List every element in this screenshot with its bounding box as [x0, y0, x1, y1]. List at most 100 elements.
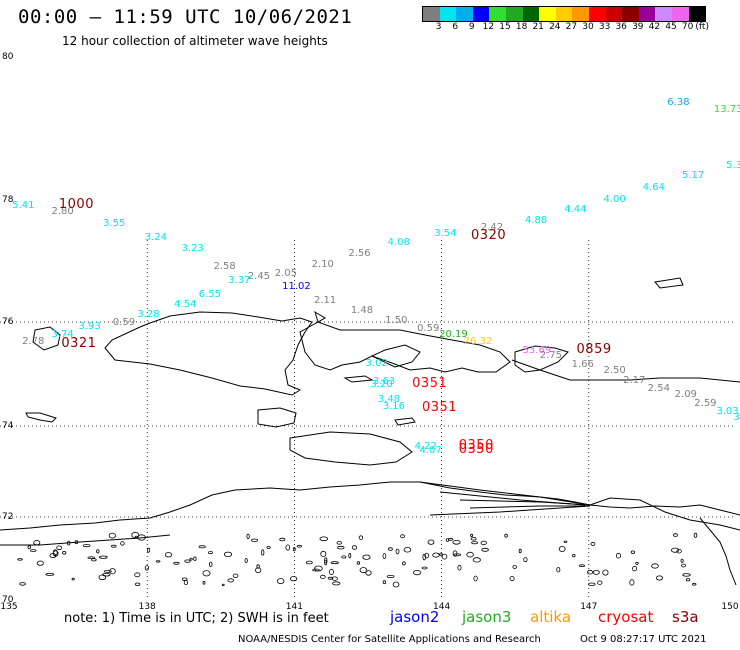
- east-coast-line: [699, 517, 737, 586]
- wave-height-value: 0.59: [417, 322, 440, 334]
- lake: [99, 555, 108, 559]
- wave-height-value: 4.07: [419, 444, 442, 456]
- lake: [671, 547, 680, 553]
- lake: [285, 544, 291, 551]
- legend-label: 70: [681, 22, 694, 32]
- legend-swatch: [605, 7, 623, 21]
- lake: [348, 553, 352, 559]
- pass-time-label: 0350: [458, 438, 494, 454]
- lake: [504, 533, 508, 538]
- lake: [109, 568, 116, 575]
- lake: [82, 544, 91, 548]
- footer-date: Oct 9 08:27:17 UTC 2021: [580, 634, 707, 645]
- lake: [387, 547, 393, 551]
- lon-label: 144: [433, 602, 451, 612]
- lake: [470, 533, 474, 538]
- wave-height-value: 2.09: [674, 388, 697, 400]
- satellite-s3a: s3a: [672, 608, 699, 626]
- lake: [630, 550, 636, 554]
- wave-height-value: 3.4: [733, 411, 740, 423]
- coastal-lakes: [17, 531, 698, 588]
- lake: [62, 550, 67, 555]
- legend-label: 9: [468, 22, 475, 32]
- lake: [330, 561, 339, 565]
- legend-label: 3: [435, 22, 442, 32]
- lake: [312, 568, 320, 572]
- lake: [523, 557, 528, 563]
- lake: [592, 570, 600, 575]
- lake: [432, 552, 440, 558]
- satellite-jason2: jason2: [390, 608, 440, 626]
- lake: [395, 548, 400, 555]
- lon-label: 138: [138, 602, 156, 612]
- wave-height-value: 6.55: [198, 288, 221, 300]
- wave-height-value: 3.54: [434, 227, 457, 239]
- lake: [629, 579, 635, 586]
- bay-line-4: [469, 505, 590, 509]
- wave-height-value: 2.05: [274, 267, 298, 279]
- lake: [588, 582, 596, 586]
- lake: [305, 560, 313, 565]
- legend-swatch: [688, 7, 706, 21]
- lat-label: 80: [2, 52, 14, 62]
- lake: [255, 567, 262, 573]
- satellite-jason3: jason3: [462, 608, 512, 626]
- legend-label: 18: [515, 22, 528, 32]
- lake: [602, 569, 609, 576]
- wave-height-value: 2.56: [348, 248, 371, 260]
- kotelny-island: [104, 311, 313, 396]
- lake: [329, 568, 334, 576]
- lake: [341, 555, 347, 559]
- lake: [471, 541, 479, 545]
- island-center: [257, 407, 297, 428]
- lake: [337, 545, 345, 550]
- lake: [134, 582, 141, 586]
- pass-time-label: 0320: [471, 227, 507, 243]
- lake: [232, 573, 239, 578]
- legend-swatch: [489, 7, 506, 21]
- lake: [227, 578, 234, 583]
- lake: [27, 545, 32, 550]
- lake: [19, 582, 26, 586]
- lat-lon-grid: [0, 240, 736, 600]
- lake: [693, 532, 698, 538]
- lake: [319, 536, 329, 542]
- wave-height-value: 2.17: [623, 374, 646, 386]
- legend-swatch: [439, 7, 457, 21]
- lake: [108, 532, 116, 539]
- lake: [266, 546, 271, 550]
- wave-height-value: 3.20: [370, 378, 393, 390]
- lake: [131, 531, 140, 539]
- footer-credit: NOAA/NESDIS Center for Satellite Applica…: [238, 634, 541, 645]
- legend-swatch: [505, 7, 523, 21]
- wave-height-value: 5.17: [682, 170, 705, 182]
- lon-label: 141: [285, 602, 303, 612]
- lake: [98, 574, 107, 581]
- wave-height-value: 4.08: [387, 237, 410, 249]
- pass-time-label: 0351: [412, 376, 448, 392]
- lake: [590, 541, 596, 546]
- lake: [319, 574, 326, 580]
- legend-swatch: [423, 7, 440, 21]
- lake: [314, 565, 323, 572]
- lake: [673, 533, 678, 537]
- pass-time-label: 0350: [458, 442, 494, 458]
- lake: [509, 576, 515, 582]
- wave-height-value: 5.41: [12, 200, 35, 212]
- coastline: [0, 277, 740, 586]
- lake: [597, 580, 603, 585]
- mainland-coast: [0, 481, 740, 531]
- lake: [289, 576, 298, 582]
- wave-height-value: 2.11: [314, 294, 337, 306]
- lake: [155, 560, 161, 563]
- wave-height-value: 2.42: [480, 222, 504, 234]
- lake: [692, 582, 697, 586]
- wave-height-value: 3.93: [78, 321, 101, 333]
- wave-height-value: 2.80: [51, 206, 74, 218]
- lake: [147, 547, 151, 553]
- lake: [421, 566, 428, 570]
- lake: [356, 561, 361, 565]
- lake: [45, 573, 55, 576]
- wave-height-value: 3.48: [377, 394, 401, 405]
